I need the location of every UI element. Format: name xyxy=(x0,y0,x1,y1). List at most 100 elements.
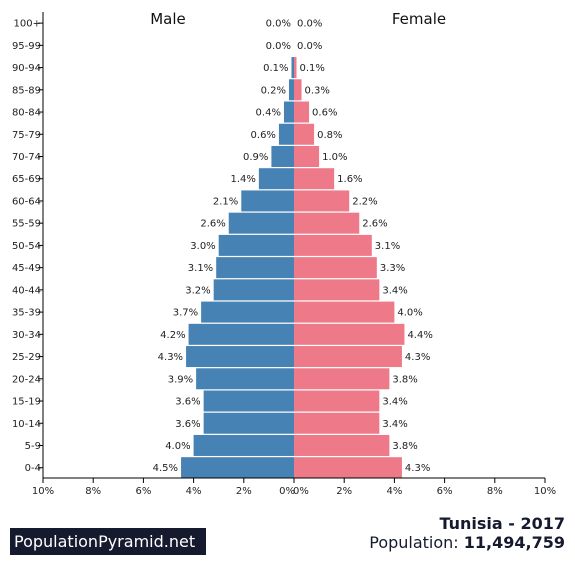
y-tick-label-55-59: 55-59 xyxy=(12,219,41,230)
data-label-male-10-14: 3.6% xyxy=(175,419,200,430)
y-tick-label-100+: 100+ xyxy=(14,19,41,30)
population-value: 11,494,759 xyxy=(463,533,565,552)
bar-female-60-64 xyxy=(294,190,350,212)
bar-male-40-44 xyxy=(213,279,294,301)
bar-male-20-24 xyxy=(196,368,294,390)
y-tick-label-65-69: 65-69 xyxy=(12,174,41,185)
y-tick-label-5-9: 5-9 xyxy=(25,441,41,452)
bar-female-75-79 xyxy=(294,123,315,145)
series-header-male: Male xyxy=(150,10,186,28)
bar-female-50-54 xyxy=(294,234,372,256)
data-label-male-25-29: 4.3% xyxy=(158,352,183,363)
bar-male-30-34 xyxy=(188,323,294,345)
y-tick-label-15-19: 15-19 xyxy=(12,397,41,408)
data-label-female-40-44: 3.4% xyxy=(382,285,407,296)
y-tick-label-45-49: 45-49 xyxy=(12,263,41,274)
y-tick-label-50-54: 50-54 xyxy=(12,241,41,252)
bar-male-5-9 xyxy=(193,434,294,456)
bar-female-90-94 xyxy=(294,57,297,79)
y-tick-label-70-74: 70-74 xyxy=(12,152,41,163)
x-tick-label-6: 0% xyxy=(293,486,309,497)
y-tick-label-20-24: 20-24 xyxy=(12,374,41,385)
data-label-male-0-4: 4.5% xyxy=(153,463,178,474)
bar-female-15-19 xyxy=(294,390,380,412)
data-label-female-50-54: 3.1% xyxy=(375,241,400,252)
y-tick-label-95-99: 95-99 xyxy=(12,41,41,52)
data-label-female-75-79: 0.8% xyxy=(317,130,342,141)
data-label-female-100+: 0.0% xyxy=(297,19,322,30)
x-tick-label-11: 10% xyxy=(534,486,556,497)
data-label-female-0-4: 4.3% xyxy=(405,463,430,474)
bar-male-25-29 xyxy=(186,346,294,368)
y-tick-label-40-44: 40-44 xyxy=(12,285,41,296)
bar-male-50-54 xyxy=(218,234,294,256)
y-tick-label-30-34: 30-34 xyxy=(12,330,41,341)
data-label-female-90-94: 0.1% xyxy=(300,63,325,74)
population-summary: Population: 11,494,759 xyxy=(369,533,565,552)
data-label-female-35-39: 4.0% xyxy=(397,308,422,319)
bar-male-60-64 xyxy=(241,190,294,212)
series-header-female: Female xyxy=(392,10,446,28)
bar-female-40-44 xyxy=(294,279,380,301)
bar-male-80-84 xyxy=(283,101,294,123)
data-label-male-45-49: 3.1% xyxy=(188,263,213,274)
data-label-female-30-34: 4.4% xyxy=(407,330,432,341)
population-label: Population: xyxy=(369,533,459,552)
data-label-male-20-24: 3.9% xyxy=(168,374,193,385)
bar-male-55-59 xyxy=(228,212,294,234)
data-label-female-45-49: 3.3% xyxy=(380,263,405,274)
bar-female-10-14 xyxy=(294,412,380,434)
bar-male-10-14 xyxy=(203,412,294,434)
bar-female-25-29 xyxy=(294,346,402,368)
y-tick-label-60-64: 60-64 xyxy=(12,196,41,207)
data-label-male-85-89: 0.2% xyxy=(261,85,286,96)
y-tick-label-10-14: 10-14 xyxy=(12,419,41,430)
data-label-female-60-64: 2.2% xyxy=(352,196,377,207)
y-tick-label-85-89: 85-89 xyxy=(12,85,41,96)
bar-female-20-24 xyxy=(294,368,390,390)
x-tick-label-7: 2% xyxy=(336,486,352,497)
y-tick-label-80-84: 80-84 xyxy=(12,108,41,119)
y-tick-label-90-94: 90-94 xyxy=(12,63,41,74)
data-label-male-15-19: 3.6% xyxy=(175,397,200,408)
x-tick-label-3: 4% xyxy=(186,486,202,497)
y-tick-label-0-4: 0-4 xyxy=(25,463,41,474)
data-label-male-100+: 0.0% xyxy=(266,19,291,30)
data-label-female-10-14: 3.4% xyxy=(382,419,407,430)
data-label-female-80-84: 0.6% xyxy=(312,108,337,119)
data-label-male-70-74: 0.9% xyxy=(243,152,268,163)
bar-female-80-84 xyxy=(294,101,310,123)
bar-female-55-59 xyxy=(294,212,360,234)
site-brand[interactable]: PopulationPyramid.net xyxy=(10,528,206,555)
data-label-female-15-19: 3.4% xyxy=(382,397,407,408)
population-pyramid-chart: Male Female 0.0% 0.0% 100+ 0.0% 0.0% 95-99 0.1% 0… xyxy=(12,10,556,497)
data-label-male-30-34: 4.2% xyxy=(160,330,185,341)
bar-male-45-49 xyxy=(216,257,294,279)
x-tick-label-5: 0% xyxy=(279,486,295,497)
data-label-male-90-94: 0.1% xyxy=(263,63,288,74)
x-tick-label-9: 6% xyxy=(437,486,453,497)
bar-female-45-49 xyxy=(294,257,377,279)
y-tick-label-25-29: 25-29 xyxy=(12,352,41,363)
data-label-male-55-59: 2.6% xyxy=(200,219,225,230)
data-label-male-80-84: 0.4% xyxy=(256,108,281,119)
bar-female-85-89 xyxy=(294,79,302,101)
data-label-male-75-79: 0.6% xyxy=(251,130,276,141)
x-tick-label-8: 4% xyxy=(386,486,402,497)
data-label-male-40-44: 3.2% xyxy=(185,285,210,296)
data-label-female-95-99: 0.0% xyxy=(297,41,322,52)
data-label-female-25-29: 4.3% xyxy=(405,352,430,363)
x-tick-label-0: 10% xyxy=(32,486,54,497)
bar-female-0-4 xyxy=(294,457,402,479)
y-tick-label-75-79: 75-79 xyxy=(12,130,41,141)
bar-male-15-19 xyxy=(203,390,294,412)
data-label-female-20-24: 3.8% xyxy=(392,374,417,385)
data-label-female-65-69: 1.6% xyxy=(337,174,362,185)
bar-male-90-94 xyxy=(291,57,294,79)
bar-male-0-4 xyxy=(181,457,294,479)
bar-male-75-79 xyxy=(278,123,294,145)
data-label-male-35-39: 3.7% xyxy=(173,308,198,319)
bar-female-35-39 xyxy=(294,301,395,323)
x-tick-label-10: 8% xyxy=(487,486,503,497)
x-tick-label-2: 6% xyxy=(135,486,151,497)
